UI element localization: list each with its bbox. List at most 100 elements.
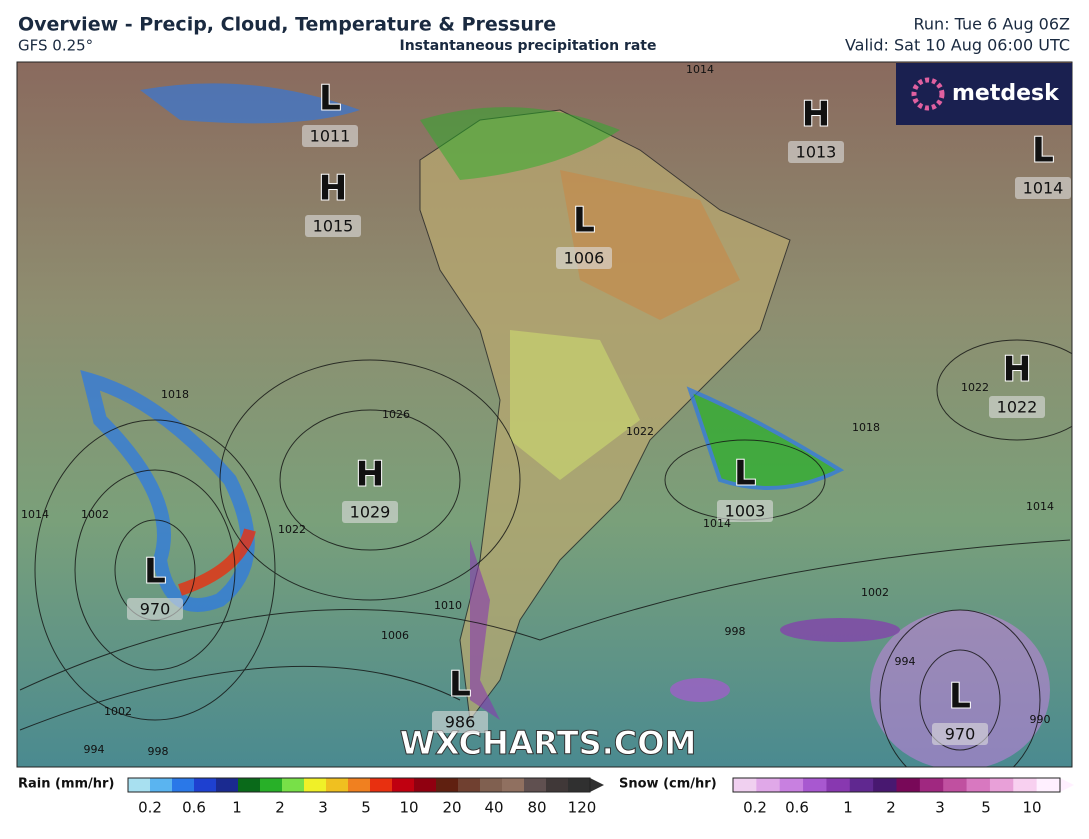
rain-band [140, 83, 360, 124]
contour-label: 1022 [278, 523, 306, 536]
contour-label: 1002 [104, 705, 132, 718]
legend-tick-label: 3 [935, 799, 945, 817]
legend-swatch [128, 778, 151, 792]
contour-label: 1018 [852, 421, 880, 434]
legend-swatch [524, 778, 547, 792]
legend-swatch [873, 778, 897, 792]
contour-label: 1014 [1026, 500, 1054, 513]
legend-swatch [326, 778, 349, 792]
pressure-value-box [432, 711, 488, 733]
legend-swatch [546, 778, 569, 792]
legend-swatch [1036, 778, 1061, 792]
legend-tick-label: 5 [361, 799, 371, 817]
legend-swatch [989, 778, 1014, 792]
pressure-symbol: L [449, 665, 471, 705]
pressure-symbol: H [356, 455, 384, 495]
rain-band [178, 528, 256, 596]
title: Overview - Precip, Cloud, Temperature & … [18, 14, 556, 36]
pressure-symbol: L [319, 79, 341, 119]
pressure-value-box [1015, 177, 1071, 199]
legend-swatch [502, 778, 525, 792]
legend-swatch [568, 778, 591, 792]
contour-label: 990 [1030, 713, 1051, 726]
legend-swatch [1013, 778, 1038, 792]
legend-swatch [414, 778, 437, 792]
legend-tick-label: 1 [843, 799, 853, 817]
rain-band [80, 369, 255, 612]
pressure-value: 1014 [1023, 179, 1064, 198]
pressure-value: 1006 [564, 249, 605, 268]
pressure-value: 1015 [313, 217, 354, 236]
pressure-symbol: H [802, 95, 830, 135]
contour-label: 994 [84, 743, 105, 756]
pressure-symbol: L [1032, 131, 1054, 171]
legend-swatch [238, 778, 261, 792]
pressure-value-box [717, 500, 773, 522]
legend-swatch [943, 778, 968, 792]
legend-arrow [1060, 778, 1074, 792]
legend-swatch [348, 778, 371, 792]
legend-tick-label: 10 [399, 799, 418, 817]
legend-swatch [480, 778, 503, 792]
map-frame [16, 61, 1073, 768]
legend-swatch [896, 778, 921, 792]
legend-swatch [260, 778, 283, 792]
contour-label: 998 [725, 625, 746, 638]
legend-swatch [392, 778, 415, 792]
legend-tick-label: 2 [886, 799, 896, 817]
legend-swatch [919, 778, 944, 792]
pressure-value: 1003 [725, 502, 766, 521]
legend-tick-label: 0.2 [138, 799, 162, 817]
pressure-value-box [989, 396, 1045, 418]
contour-label: 1014 [21, 508, 49, 521]
contour-label: 1014 [703, 517, 731, 530]
contour-label: 1014 [686, 63, 714, 76]
pressure-value-box [556, 247, 612, 269]
pressure-value-box [127, 598, 183, 620]
pressure-value: 1022 [997, 398, 1038, 417]
subtitle: Instantaneous precipitation rate [400, 38, 657, 54]
rain-band [420, 107, 620, 180]
legend-tick-label: 1 [232, 799, 242, 817]
valid: Valid: Sat 10 Aug 06:00 UTC [845, 36, 1070, 55]
pressure-value: 1029 [350, 503, 391, 522]
snow-area [780, 618, 900, 642]
contour-label: 1026 [382, 408, 410, 421]
warm-area [560, 170, 740, 320]
pressure-symbol: L [144, 552, 166, 592]
legend-tick-label: 40 [484, 799, 503, 817]
legend-tick-label: 80 [527, 799, 546, 817]
legend-swatch [733, 778, 757, 792]
logo: metdesk [952, 81, 1060, 106]
legend-tick-label: 10 [1022, 799, 1041, 817]
snow-area [670, 678, 730, 702]
legend-swatch [216, 778, 239, 792]
pressure-value-box [305, 215, 361, 237]
contour-label: 1022 [626, 425, 654, 438]
legend-tick-label: 120 [568, 799, 597, 817]
model: GFS 0.25° [18, 37, 93, 55]
contour-label: 1002 [81, 508, 109, 521]
legend-swatch [436, 778, 459, 792]
pressure-value: 986 [445, 713, 476, 732]
pressure-symbol: L [949, 677, 971, 717]
legend-frame [127, 777, 591, 793]
map [17, 62, 1072, 767]
pressure-value: 1013 [796, 143, 837, 162]
pressure-value: 970 [140, 600, 171, 619]
legend-swatch [150, 778, 173, 792]
run: Run: Tue 6 Aug 06Z [914, 15, 1071, 34]
snow-area [470, 540, 500, 720]
pressure-value-box [932, 723, 988, 745]
legend-swatch [194, 778, 217, 792]
contour-label: 1018 [161, 388, 189, 401]
contour-label: 1002 [861, 586, 889, 599]
legend-swatch [849, 778, 874, 792]
pressure-value-box [342, 501, 398, 523]
legend-swatch [304, 778, 327, 792]
legend-swatch [172, 778, 195, 792]
legend-swatch [756, 778, 781, 792]
legend-swatch [966, 778, 991, 792]
legend-swatch [370, 778, 393, 792]
